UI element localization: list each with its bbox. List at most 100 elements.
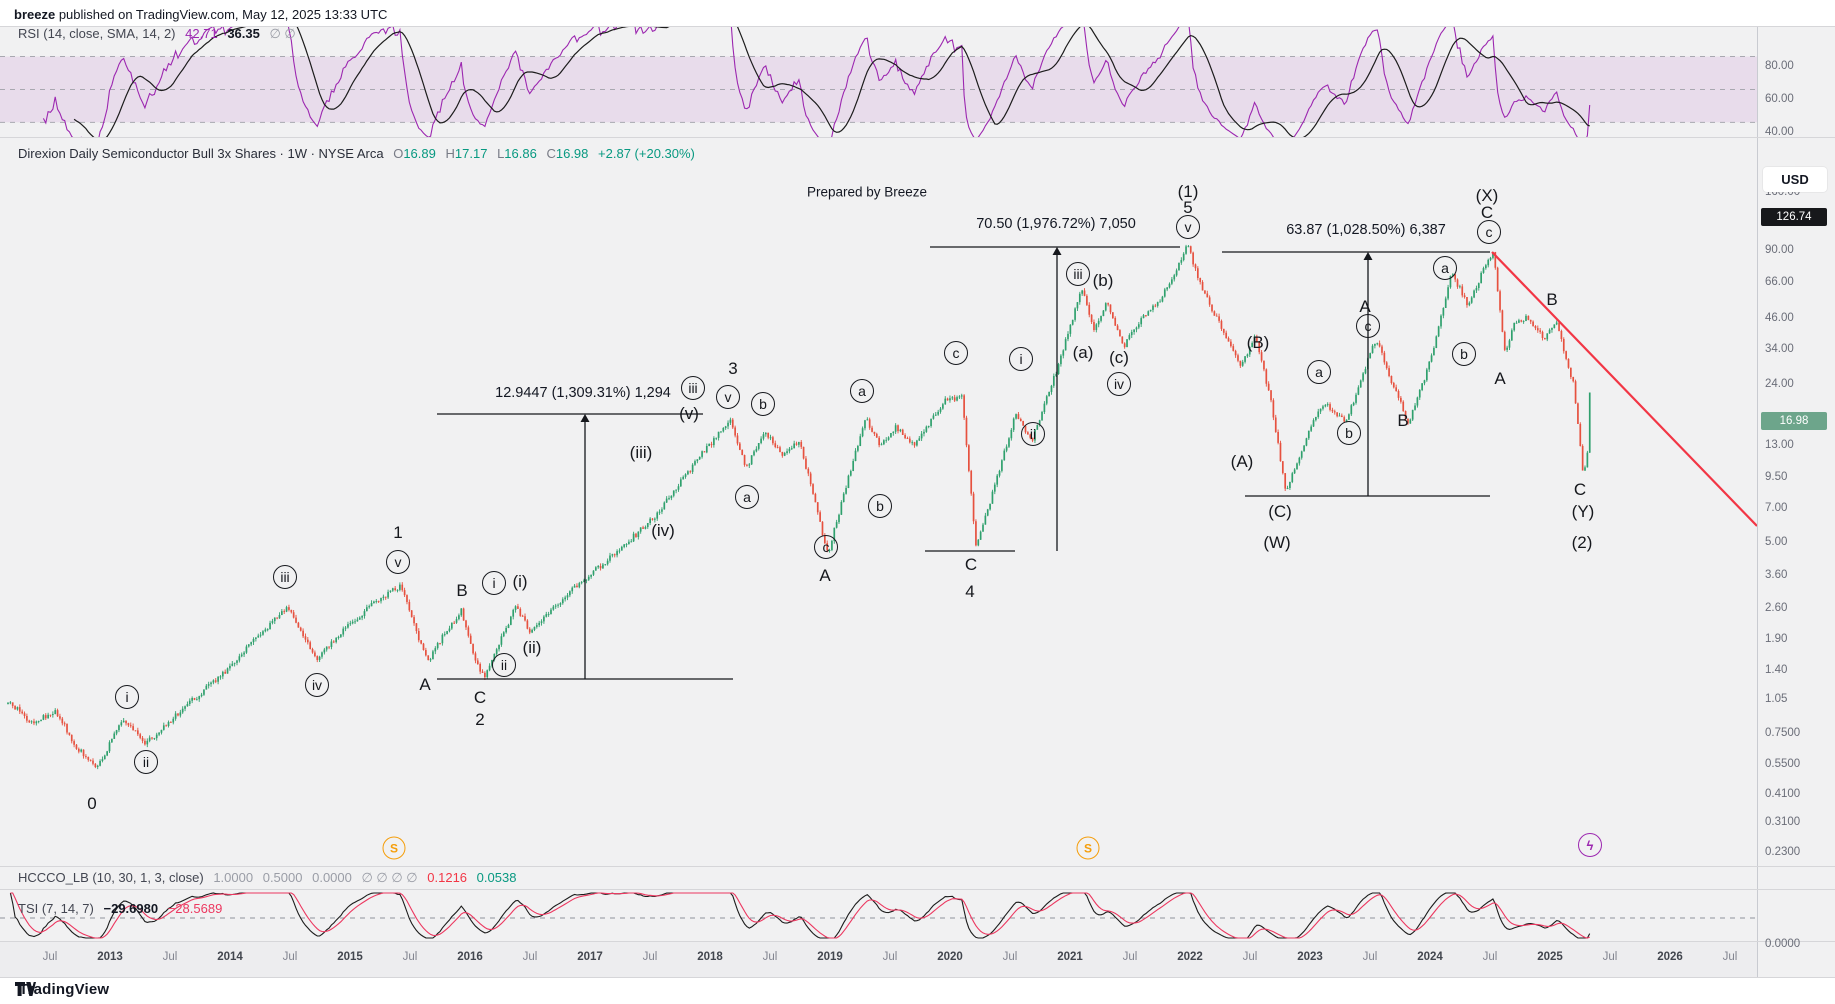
elliott-wave-label[interactable]: c <box>1477 220 1501 244</box>
elliott-wave-label[interactable]: B <box>1397 411 1409 430</box>
elliott-wave-label[interactable]: 2 <box>475 710 485 729</box>
elliott-wave-label[interactable]: iv <box>305 673 329 697</box>
elliott-wave-label[interactable]: C <box>964 555 978 574</box>
elliott-wave-label[interactable]: C <box>1573 480 1587 499</box>
tradingview-logo[interactable]: TradingView <box>14 981 109 998</box>
flash-event-icon[interactable]: ϟ <box>1578 833 1602 857</box>
elliott-wave-label[interactable]: ii <box>492 653 516 677</box>
elliott-wave-label[interactable]: A <box>1494 369 1506 388</box>
high-value: 17.17 <box>454 146 488 161</box>
elliott-wave-label[interactable]: A <box>1359 297 1371 316</box>
elliott-wave-label[interactable]: A <box>819 566 831 585</box>
elliott-wave-label[interactable]: v <box>1176 215 1200 239</box>
price-axis-label: 66.00 <box>1765 275 1794 288</box>
elliott-wave-label[interactable]: v <box>386 550 410 574</box>
elliott-wave-label[interactable]: iv <box>1107 372 1131 396</box>
elliott-wave-label[interactable]: 0 <box>87 794 97 813</box>
tsi-legend-title[interactable]: TSI (7, 14, 7) <box>18 901 94 916</box>
elliott-wave-label[interactable]: 1 <box>393 523 403 542</box>
hccco-legend[interactable]: HCCCO_LB (10, 30, 1, 3, close) 1.0000 0.… <box>18 870 522 886</box>
time-axis-month: Jul <box>1242 951 1258 963</box>
elliott-wave-label[interactable]: (1) <box>1177 182 1199 201</box>
elliott-wave-label[interactable]: iii <box>1066 262 1090 286</box>
elliott-wave-label[interactable]: 3 <box>728 359 738 378</box>
author-name: breeze <box>14 7 56 22</box>
rsi-pane[interactable] <box>0 27 1757 137</box>
elliott-wave-label[interactable]: a <box>1433 256 1457 280</box>
elliott-wave-label[interactable]: (W) <box>1263 533 1291 552</box>
elliott-wave-label[interactable]: a <box>735 485 759 509</box>
rsi-axis-label: 60.00 <box>1765 93 1794 105</box>
elliott-wave-label[interactable]: (Y) <box>1571 502 1595 521</box>
split-marker-icon[interactable]: S <box>382 836 406 860</box>
elliott-wave-label[interactable]: (i) <box>512 572 528 591</box>
elliott-wave-label[interactable]: (A) <box>1230 452 1254 471</box>
close-label: C <box>546 146 556 161</box>
elliott-wave-label[interactable]: C <box>473 688 487 707</box>
price-axis-label: 0.4100 <box>1765 787 1801 800</box>
elliott-wave-label[interactable]: (iii) <box>629 443 653 462</box>
elliott-wave-label[interactable]: (b) <box>1092 271 1114 290</box>
elliott-wave-label[interactable]: i <box>115 685 139 709</box>
rsi-legend[interactable]: RSI (14, close, SMA, 14, 2) 42.71 36.35 … <box>18 26 302 42</box>
elliott-wave-label[interactable]: b <box>751 392 775 416</box>
elliott-wave-label[interactable]: (X) <box>1475 186 1499 205</box>
time-axis-year: 2019 <box>817 951 843 963</box>
price-axis-label: 0.3100 <box>1765 815 1801 828</box>
elliott-wave-label[interactable]: b <box>1337 421 1361 445</box>
price-range-measurement[interactable] <box>1222 251 1490 497</box>
elliott-wave-label[interactable]: A <box>419 675 431 694</box>
elliott-wave-label[interactable]: c <box>814 535 838 559</box>
elliott-wave-label[interactable]: ii <box>134 750 158 774</box>
elliott-wave-label[interactable]: (ii) <box>522 638 542 657</box>
symbol-title[interactable]: Direxion Daily Semiconductor Bull 3x Sha… <box>18 146 384 161</box>
price-axis-overlay[interactable]: USD 80.00 60.00 40.00 160.00 90.00 66.00 46.0… <box>1757 27 1835 977</box>
elliott-wave-label[interactable]: c <box>944 341 968 365</box>
price-range-measurement[interactable] <box>437 413 733 680</box>
candle-bodies-up <box>7 246 1591 768</box>
measurement-label[interactable]: 63.87 (1,028.50%) 6,387 <box>1286 222 1446 238</box>
elliott-wave-label[interactable]: B <box>1546 290 1558 309</box>
elliott-wave-label[interactable]: b <box>868 494 892 518</box>
split-marker-icon[interactable]: S <box>1076 836 1100 860</box>
elliott-wave-label[interactable]: 4 <box>965 582 975 601</box>
measurement-label[interactable]: 12.9447 (1,309.31%) 1,294 <box>495 385 671 401</box>
elliott-wave-label[interactable]: a <box>850 379 874 403</box>
elliott-wave-label[interactable]: (iv) <box>651 521 675 540</box>
elliott-wave-label[interactable]: i <box>1009 347 1033 371</box>
symbol-legend[interactable]: Direxion Daily Semiconductor Bull 3x Sha… <box>18 146 701 161</box>
elliott-wave-label[interactable]: a <box>1307 360 1331 384</box>
tsi-legend[interactable]: TSI (7, 14, 7) −29.6980 −28.5689 <box>18 901 228 916</box>
elliott-wave-label[interactable]: (v) <box>679 404 699 423</box>
elliott-wave-label[interactable]: v <box>716 385 740 409</box>
elliott-wave-label[interactable]: i <box>482 571 506 595</box>
price-range-measurement[interactable] <box>925 246 1180 552</box>
elliott-wave-label[interactable]: C <box>1480 203 1494 222</box>
elliott-wave-label[interactable]: (c) <box>1109 348 1129 367</box>
rsi-legend-title[interactable]: RSI (14, close, SMA, 14, 2) <box>18 26 176 41</box>
currency-button[interactable]: USD <box>1763 167 1827 192</box>
elliott-wave-label[interactable]: (2) <box>1571 533 1593 552</box>
tsi-plot[interactable] <box>0 890 1757 941</box>
hccco-param-2: 0.5000 <box>262 870 303 885</box>
elliott-wave-label[interactable]: (C) <box>1268 502 1292 521</box>
elliott-wave-label[interactable]: b <box>1452 342 1476 366</box>
price-axis-label: 5.00 <box>1765 535 1788 548</box>
elliott-wave-label[interactable]: ii <box>1021 422 1045 446</box>
elliott-wave-label[interactable]: (a) <box>1072 343 1094 362</box>
price-axis-label: 34.00 <box>1765 342 1794 355</box>
rsi-plot[interactable] <box>0 27 1757 137</box>
elliott-wave-label[interactable]: 5 <box>1183 198 1193 217</box>
time-axis[interactable] <box>0 942 1757 977</box>
candle-wicks-up <box>7 244 1591 770</box>
elliott-wave-label[interactable]: (B) <box>1246 333 1270 352</box>
candlestick-plot[interactable] <box>0 138 1757 866</box>
hccco-pane[interactable] <box>0 867 1757 889</box>
hccco-legend-title[interactable]: HCCCO_LB (10, 30, 1, 3, close) <box>18 870 204 885</box>
downtrend-line[interactable] <box>1491 251 1757 527</box>
elliott-wave-label[interactable]: B <box>456 581 468 600</box>
elliott-wave-label[interactable]: iii <box>273 565 297 589</box>
elliott-wave-label[interactable]: iii <box>681 376 705 400</box>
measurement-label[interactable]: 70.50 (1,976.72%) 7,050 <box>976 216 1136 232</box>
elliott-wave-label[interactable]: c <box>1356 314 1380 338</box>
